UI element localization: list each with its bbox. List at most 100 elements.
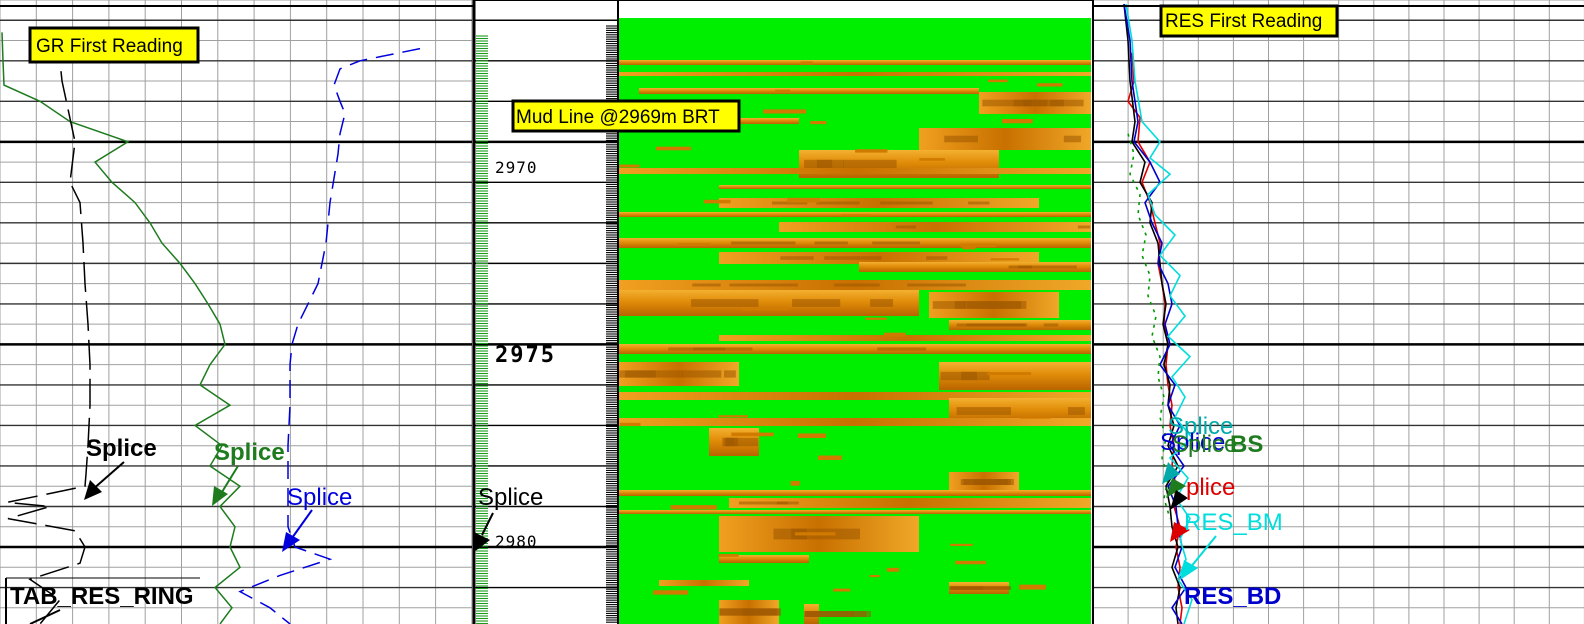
image-feature-streak [810,121,827,125]
resistivity-curve-4 [1127,133,1171,519]
image-feature-dark [834,283,880,287]
svg-text:Splice: Splice [478,484,543,511]
image-feature-streak [797,433,826,438]
res-splice-cluster: Splice Splice Splice BS plice RES_BM RES… [1160,413,1283,610]
svg-text:RES_BM: RES_BM [1184,509,1283,536]
gamma-ray-curve-2 [238,47,421,624]
image-feature-dark [1018,265,1077,269]
image-feature-dark [691,299,759,307]
image-feature-dark [804,159,833,169]
image-feature-streak [962,246,976,250]
image-feature-dark [877,347,927,351]
image-feature-dark [792,299,841,307]
image-feature-streak [865,317,887,320]
image-feature-dark [1023,99,1064,107]
image-feature-dark [949,586,1011,590]
image-feature-streak [718,415,749,418]
image-feature-streak [950,543,973,546]
image-feature-band [719,198,1039,208]
splice-annotation-gr-black: Splice [84,435,157,500]
image-feature-streak [703,199,731,204]
svg-text:Splice: Splice [214,439,285,466]
mud-line-box: Mud Line @2969m BRT [511,99,741,133]
image-feature-streak [619,422,641,427]
image-feature-dark [1049,99,1084,107]
depth-label-2980: 2980 [495,532,538,551]
svg-text:Splice: Splice [1160,429,1225,456]
image-feature-streak [794,532,836,536]
image-feature-dark [944,135,978,143]
image-feature-band [779,222,1091,232]
image-feature-streak [763,109,807,114]
image-feature-band [729,498,1091,508]
image-feature-streak [884,332,906,337]
image-feature-dark [776,501,788,505]
image-feature-streak [855,149,888,153]
image-feature-band [719,335,1091,341]
image-feature-dark [692,283,721,287]
image-feature-dark [729,283,798,287]
image-feature-dark [814,241,848,245]
image-feature-dark [963,479,987,485]
res-track-grid [1092,0,1584,624]
image-feature-band [719,185,1091,189]
splice-annotation-depth: Splice [474,484,543,552]
image-feature-streak [990,258,1020,261]
image-feature-streak [886,567,900,572]
image-feature-band [619,238,1091,248]
image-feature-streak [731,432,774,437]
image-feature-streak [1037,83,1063,87]
image-feature-dark [872,241,921,245]
image-feature-band [619,392,1091,400]
image-feature-streak [787,197,821,203]
image-feature-dark [731,241,796,245]
image-feature-dark [1067,407,1085,415]
image-feature-dark [907,283,966,287]
image-feature-dark [824,256,882,260]
svg-text:BS: BS [1230,431,1263,458]
splice-annotation-gr-green: Splice [212,439,285,506]
image-feature-streak [670,505,717,510]
image-feature-dark [726,437,759,447]
image-feature-streak [841,214,871,217]
depth-label-2975: 2975 [495,343,556,368]
image-feature-dark [619,370,656,378]
image-feature-dark [738,501,799,505]
image-feature-dark [780,256,814,260]
svg-text:RES_BD: RES_BD [1184,583,1281,610]
image-feature-band [659,580,749,586]
image-feature-dark [961,371,990,381]
image-feature-band [619,418,1091,426]
svg-text:RES First Reading: RES First Reading [1165,11,1322,32]
image-feature-streak [987,372,1032,376]
image-feature-streak [1020,415,1051,419]
image-feature-streak [619,164,640,168]
image-feature-streak [833,588,851,592]
image-feature-dark [843,159,897,169]
image-feature-dark [956,323,1026,327]
image-feature-dark [723,370,736,378]
image-feature-band [639,88,979,94]
svg-text:Splice: Splice [86,435,157,462]
image-feature-dark [1043,323,1059,327]
depth-label-2970: 2970 [495,158,538,177]
image-feature-dark [880,201,933,205]
image-feature-dark [895,225,917,229]
svg-text:plice: plice [1186,474,1235,501]
image-feature-streak [1019,584,1046,590]
res-first-reading-box: RES First Reading [1159,4,1339,38]
image-feature-streak [677,243,711,246]
image-feature-dark [816,201,860,205]
image-feature-streak [869,574,880,578]
image-feature-dark [719,608,780,616]
image-feature-band [619,510,1091,514]
image-feature-dark [804,611,871,617]
image-feature-band [859,262,1091,272]
resistivity-curve-3 [1125,3,1194,624]
svg-text:Splice: Splice [1172,431,1237,458]
image-feature-streak [800,61,813,65]
image-feature-band [619,490,1091,496]
svg-text:Splice: Splice [287,484,352,511]
image-feature-streak [987,79,1008,83]
